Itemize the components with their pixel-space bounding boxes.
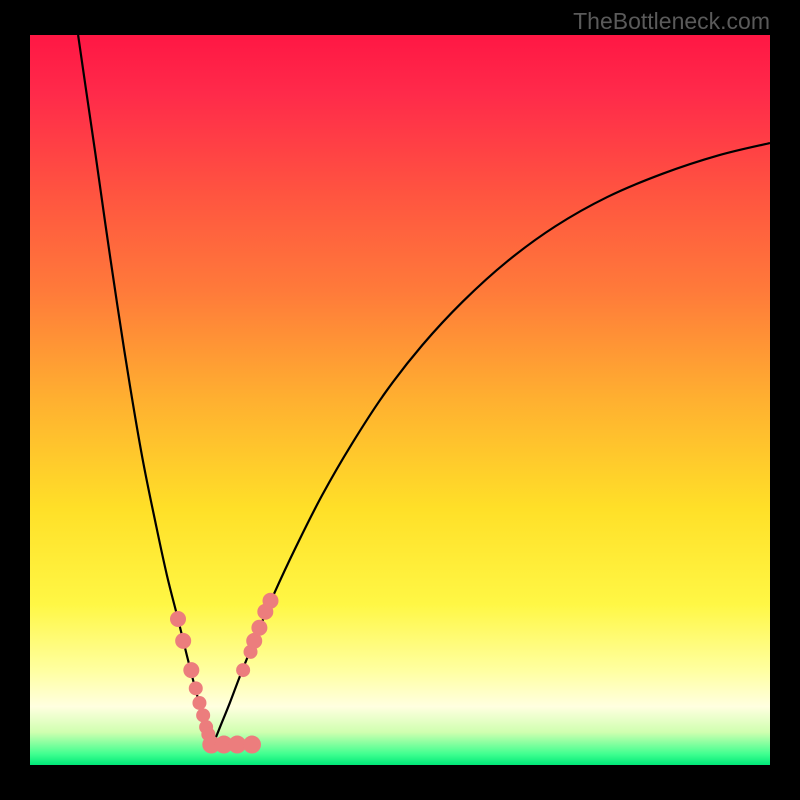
data-marker [236, 663, 250, 677]
bottleneck-curve-right [211, 143, 770, 747]
markers-group [170, 593, 279, 754]
data-marker [175, 633, 191, 649]
data-marker [251, 620, 267, 636]
data-marker [243, 736, 261, 754]
watermark-text: TheBottleneck.com [573, 8, 770, 35]
data-marker [189, 681, 203, 695]
data-marker [170, 611, 186, 627]
plot-area [30, 35, 770, 765]
data-marker [183, 662, 199, 678]
data-marker [196, 708, 210, 722]
bottleneck-curve-left [78, 35, 211, 747]
data-marker [192, 696, 206, 710]
data-marker [263, 593, 279, 609]
curve-layer [30, 35, 770, 765]
